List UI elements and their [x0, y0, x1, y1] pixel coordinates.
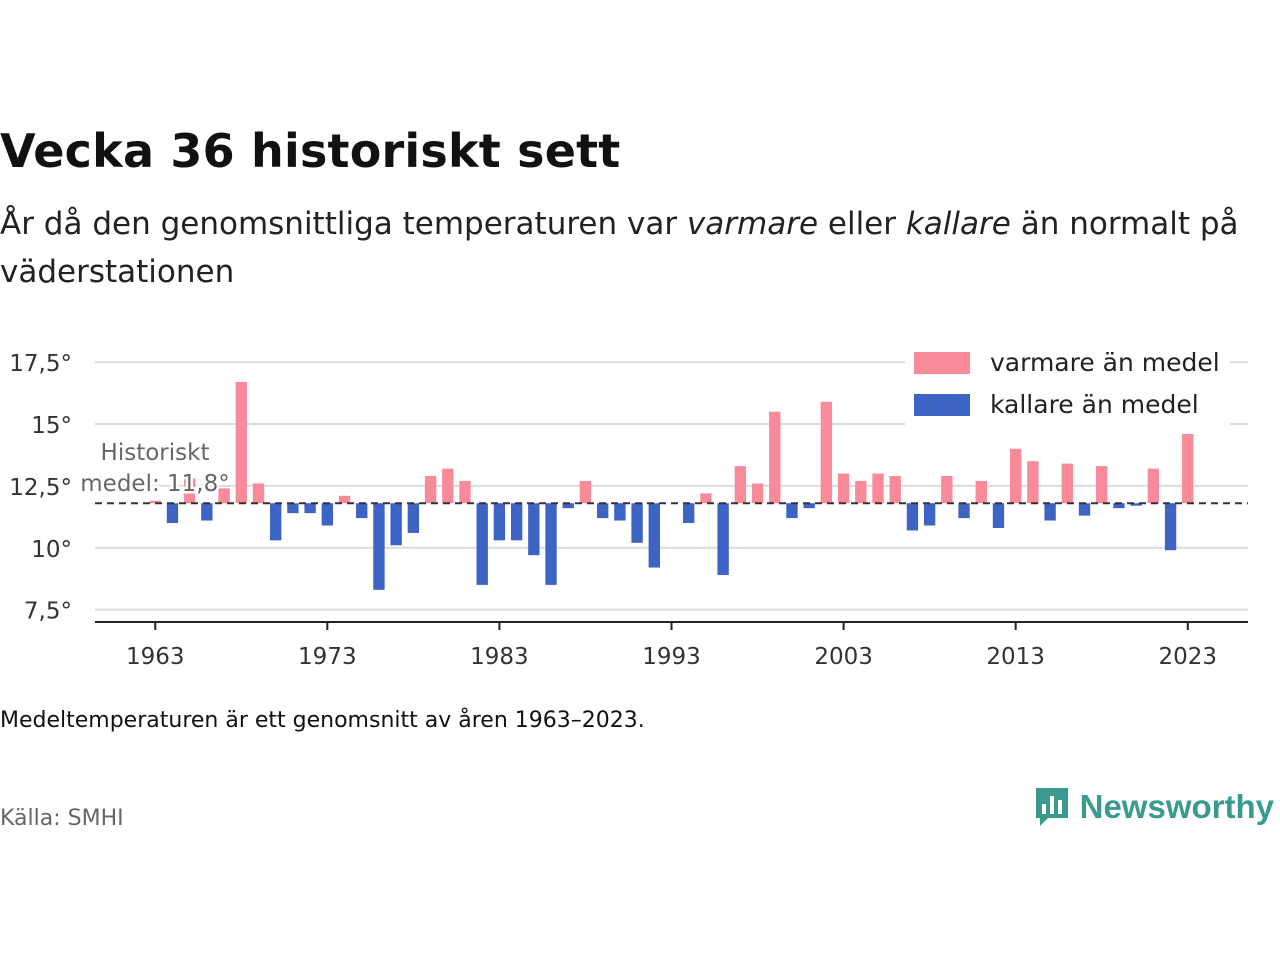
bar-1995 — [700, 493, 712, 504]
bar-2002 — [820, 401, 833, 504]
y-tick-label: 10° — [31, 537, 72, 563]
bar-1996 — [717, 503, 729, 575]
bar-1964 — [166, 503, 179, 524]
bar-2018 — [1096, 466, 1108, 504]
bar-1989 — [596, 503, 609, 519]
bar-2019 — [1113, 503, 1125, 509]
legend: varmare än medel kallare än medel — [905, 344, 1230, 434]
bar-1978 — [407, 503, 420, 533]
y-tick-label: 12,5° — [9, 475, 72, 501]
bar-1976 — [373, 503, 385, 590]
bar-1975 — [356, 503, 368, 519]
x-tick-label: 2003 — [814, 644, 873, 670]
x-tick-label: 1993 — [642, 644, 701, 670]
bar-2004 — [855, 480, 867, 504]
bar-1979 — [424, 476, 437, 504]
x-tick-label: 2013 — [986, 644, 1045, 670]
bar-1974 — [338, 495, 351, 504]
bar-1985 — [528, 503, 540, 556]
bar-2003 — [837, 473, 850, 504]
legend-swatch — [914, 352, 970, 374]
x-tick-label: 2023 — [1158, 644, 1217, 670]
baseline-label: medel: 11,8° — [80, 471, 229, 497]
bar-2006 — [889, 476, 901, 504]
subtitle-text-2: eller — [818, 206, 906, 242]
bar-1970 — [270, 503, 282, 541]
bar-2020 — [1130, 503, 1142, 506]
bar-2021 — [1147, 468, 1160, 504]
legend-swatch — [914, 394, 970, 416]
bar-1988 — [579, 480, 592, 504]
bar-2007 — [906, 503, 919, 531]
bar-2005 — [872, 473, 884, 504]
bar-2008 — [923, 503, 936, 526]
x-tick-label: 1983 — [470, 644, 529, 670]
bar-1992 — [648, 503, 660, 568]
legend-label: varmare än medel — [990, 348, 1220, 377]
bar-1977 — [390, 503, 402, 546]
bar-2010 — [958, 503, 970, 519]
bar-1984 — [510, 503, 523, 541]
bar-1981 — [459, 480, 471, 504]
bar-1998 — [751, 483, 764, 504]
bar-1999 — [769, 411, 781, 504]
subtitle-text-1: År då den genomsnittliga temperaturen va… — [0, 206, 687, 242]
bar-2023 — [1182, 409, 1194, 504]
bar-2017 — [1078, 503, 1091, 516]
bar-2001 — [803, 503, 815, 509]
bar-2022 — [1164, 503, 1177, 551]
x-tick-label: 1973 — [298, 644, 357, 670]
bar-2013 — [1010, 448, 1022, 504]
bar-1982 — [476, 503, 488, 585]
source-label: Källa: SMHI — [0, 806, 124, 831]
bar-1972 — [304, 503, 316, 514]
bar-1963 — [149, 500, 161, 504]
bar-1971 — [287, 503, 299, 514]
bar-2009 — [941, 476, 953, 504]
chart-title: Vecka 36 historiskt sett — [0, 124, 621, 178]
bar-1986 — [545, 503, 557, 585]
subtitle-warm-word: varmare — [686, 206, 819, 242]
chart-subtitle: År då den genomsnittliga temperaturen va… — [0, 200, 1240, 296]
bar-2015 — [1044, 503, 1056, 521]
newsworthy-logo-icon — [1035, 788, 1068, 826]
axes: 7,5° 10° 12,5° 15° 17,5° 1963 1973 1983 1993 2003… — [9, 351, 1248, 670]
bar-1980 — [442, 468, 454, 504]
bar-1966 — [201, 503, 213, 521]
bar-2000 — [786, 503, 798, 519]
bars — [149, 381, 1194, 590]
baseline-label: Historiskt — [101, 440, 210, 466]
bar-1968 — [235, 381, 247, 504]
newsworthy-logo-text: Newsworthy — [1079, 788, 1274, 825]
bar-1994 — [683, 503, 695, 524]
bar-1991 — [631, 503, 643, 543]
bar-2012 — [992, 503, 1005, 528]
bar-1969 — [252, 483, 265, 504]
baseline: Historiskt medel: 11,8° — [78, 438, 1248, 505]
subtitle-cold-word: kallare — [905, 206, 1011, 242]
bar-1987 — [562, 503, 574, 509]
x-tick-label: 1963 — [126, 644, 185, 670]
bar-1997 — [734, 466, 747, 504]
newsworthy-logo: Newsworthy — [1034, 786, 1274, 828]
temperature-bar-chart: Historiskt medel: 11,8° 7,5° 10° 12,5° 15° 17… — [9, 344, 1248, 670]
bar-1990 — [614, 503, 626, 521]
bar-1983 — [493, 503, 506, 541]
legend-label: kallare än medel — [990, 390, 1199, 419]
y-tick-label: 17,5° — [9, 351, 72, 377]
footnote: Medeltemperaturen är ett genomsnitt av å… — [0, 708, 645, 733]
bar-2016 — [1061, 463, 1073, 504]
bar-1965 — [183, 478, 196, 504]
bar-2011 — [975, 480, 987, 504]
bar-2014 — [1027, 461, 1039, 504]
bar-1967 — [218, 488, 230, 504]
subtitle-text-3: än normalt på väderstationen — [0, 206, 1239, 290]
y-tick-label: 7,5° — [24, 599, 72, 625]
bar-1973 — [321, 503, 333, 526]
y-tick-label: 15° — [31, 413, 72, 439]
